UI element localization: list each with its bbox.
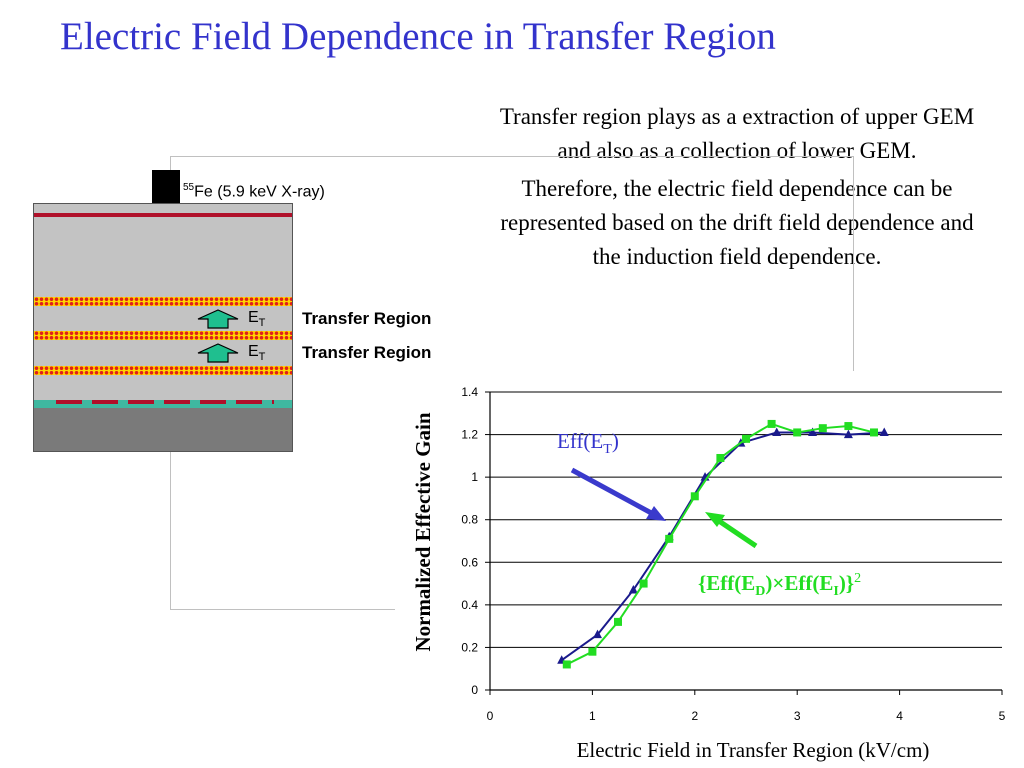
data-point-square: [639, 579, 648, 588]
data-point-square: [716, 453, 725, 462]
data-point-triangle: [808, 427, 818, 436]
readout-pcb: [34, 408, 292, 451]
readout-strips: [56, 400, 274, 404]
x-axis-label: Electric Field in Transfer Region (kV/cm…: [577, 738, 930, 762]
data-point-square: [767, 419, 776, 428]
transfer-region-label-1: Transfer Region: [302, 309, 432, 328]
y-tick-label: 0.6: [461, 555, 478, 569]
data-point-triangle: [843, 429, 853, 439]
y-axis-label: Normalized Effective Gain: [411, 412, 435, 651]
x-tick-label: 0: [487, 709, 494, 723]
eff-product-arrowhead: [705, 512, 725, 527]
data-point-triangle: [879, 427, 889, 436]
data-point-triangle: [772, 427, 782, 436]
x-tick-label: 5: [999, 709, 1006, 723]
gem-foil-1: [34, 297, 292, 306]
field-arrow-2: [197, 343, 239, 363]
field-label-1: ET: [248, 309, 266, 330]
y-tick-label: 1.2: [461, 428, 478, 442]
y-tick-label: 0.4: [461, 598, 478, 612]
x-tick-label: 2: [691, 709, 698, 723]
data-point-square: [562, 660, 571, 669]
eff-et-label: Eff(ET): [557, 429, 619, 457]
description: Transfer region plays as a extraction of…: [490, 100, 984, 278]
frame-line-top: [170, 156, 854, 157]
frame-line-bottom: [170, 609, 395, 610]
y-tick-label: 0: [471, 683, 478, 697]
data-point-square: [793, 428, 802, 437]
gem-foil-2: [34, 331, 292, 340]
data-point-square: [665, 534, 674, 543]
source-isotope-mass: 55: [183, 182, 195, 193]
y-tick-label: 0.2: [461, 640, 478, 654]
y-tick-label: 0.8: [461, 513, 478, 527]
y-tick-label: 1.4: [461, 385, 478, 399]
data-point-square: [818, 424, 827, 433]
data-point-square: [844, 422, 853, 431]
data-point-triangle: [628, 584, 638, 594]
field-arrow-1: [197, 309, 239, 329]
field-label-2: ET: [248, 343, 266, 364]
eff-product-label: {Eff(ED)×Eff(EI)}2: [698, 571, 861, 599]
data-point-square: [588, 647, 597, 656]
x-tick-label: 3: [794, 709, 801, 723]
x-ray-source: [152, 170, 180, 204]
eff-product-arrow: [714, 516, 758, 549]
data-point-square: [614, 617, 622, 626]
data-point-square: [742, 434, 750, 443]
x-tick-label: 1: [589, 709, 596, 723]
readout-plane: [34, 400, 292, 408]
transfer-region-label-2: Transfer Region: [302, 343, 432, 362]
drift-plane: [34, 213, 292, 217]
data-point-square: [690, 492, 699, 501]
gem-foil-3: [34, 366, 292, 375]
x-tick-label: 4: [896, 709, 903, 723]
source-label-text: Fe (5.9 keV X-ray): [194, 183, 325, 201]
description-paragraph-2: Therefore, the electric field dependence…: [500, 176, 974, 269]
frame-line-right: [853, 156, 854, 371]
y-tick-label: 1: [471, 470, 478, 484]
chart-background: [398, 372, 1010, 768]
data-point-triangle: [593, 629, 603, 639]
slide-title: Electric Field Dependence in Transfer Re…: [60, 15, 776, 58]
source-label: 55Fe (5.9 keV X-ray): [183, 182, 325, 201]
eff-et-arrowhead: [646, 506, 666, 521]
gem-detector-diagram: [33, 203, 293, 452]
eff-et-arrow: [570, 467, 657, 518]
description-paragraph-1: Transfer region plays as a extraction of…: [499, 104, 975, 163]
data-point-square: [870, 428, 878, 437]
